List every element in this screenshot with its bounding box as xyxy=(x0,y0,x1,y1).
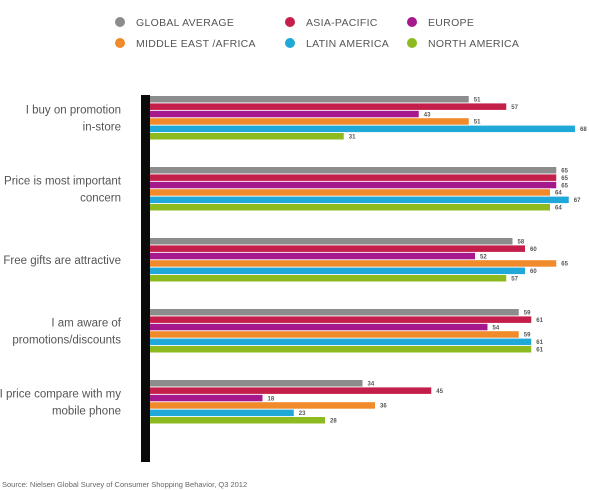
legend-label: ASIA-PACIFIC xyxy=(306,17,378,29)
data-label: 65 xyxy=(561,176,568,182)
bars xyxy=(150,96,575,424)
data-label: 23 xyxy=(299,411,306,417)
data-label: 18 xyxy=(268,396,275,402)
data-label: 52 xyxy=(480,254,487,260)
bar xyxy=(150,245,525,252)
value-labels: 5157435168316565656467645860526560575961… xyxy=(268,98,588,425)
data-label: 51 xyxy=(474,98,481,104)
data-label: 60 xyxy=(530,269,537,275)
category-label: Price is most important xyxy=(4,176,122,188)
legend-swatch xyxy=(285,17,295,27)
legend: GLOBAL AVERAGE ASIA-PACIFIC EUROPE MIDDLE E… xyxy=(115,17,519,50)
bar xyxy=(150,189,550,196)
bar xyxy=(150,331,519,338)
bar xyxy=(150,402,375,409)
bar xyxy=(150,118,469,125)
data-label: 54 xyxy=(493,325,500,331)
bar xyxy=(150,275,507,282)
bar xyxy=(150,323,488,331)
category-label: I am aware of xyxy=(51,318,121,330)
data-label: 59 xyxy=(524,311,531,317)
legend-label: MIDDLE EAST /AFRICA xyxy=(136,38,256,50)
data-label: 43 xyxy=(424,112,431,118)
data-label: 28 xyxy=(330,419,337,425)
bar xyxy=(150,96,469,103)
bar xyxy=(150,125,575,133)
bar xyxy=(150,267,525,275)
bar xyxy=(150,110,419,118)
bar xyxy=(150,417,325,424)
data-label: 65 xyxy=(561,183,568,189)
data-label: 36 xyxy=(380,404,387,410)
data-label: 57 xyxy=(511,277,518,283)
legend-swatch xyxy=(407,17,417,27)
category-label: mobile phone xyxy=(52,406,121,418)
data-label: 59 xyxy=(524,333,531,339)
bar xyxy=(150,103,507,110)
category-label: Free gifts are attractive xyxy=(3,255,121,267)
bar xyxy=(150,409,294,417)
bar xyxy=(150,316,532,323)
data-label: 34 xyxy=(368,382,375,388)
bar xyxy=(150,387,432,394)
category-label: I buy on promotion xyxy=(26,105,121,117)
legend-label: LATIN AMERICA xyxy=(306,38,389,50)
category-label: I price compare with my xyxy=(0,389,121,401)
bar xyxy=(150,174,557,181)
legend-swatch xyxy=(407,38,417,48)
data-label: 60 xyxy=(530,247,537,253)
bar xyxy=(150,167,557,174)
bar xyxy=(150,133,344,140)
bar xyxy=(150,252,475,260)
data-label: 57 xyxy=(511,105,518,111)
data-label: 45 xyxy=(436,389,443,395)
data-label: 61 xyxy=(536,340,543,346)
bar xyxy=(150,238,513,245)
data-label: 51 xyxy=(474,120,481,126)
bar xyxy=(150,380,363,387)
data-label: 61 xyxy=(536,348,543,354)
bar xyxy=(150,394,263,402)
data-label: 65 xyxy=(561,169,568,175)
data-label: 61 xyxy=(536,318,543,324)
legend-label: GLOBAL AVERAGE xyxy=(136,17,234,29)
y-axis-bar xyxy=(141,95,150,462)
legend-swatch xyxy=(115,38,125,48)
category-labels: I buy on promotion in-store Price is most … xyxy=(0,105,122,418)
bar xyxy=(150,309,519,316)
bar xyxy=(150,204,550,211)
bar xyxy=(150,196,569,204)
bar xyxy=(150,181,557,189)
source-note: Source: Nielsen Global Survey of Consume… xyxy=(2,480,247,489)
data-label: 68 xyxy=(580,127,587,133)
category-label: in-store xyxy=(83,122,121,134)
bar xyxy=(150,338,532,346)
data-label: 65 xyxy=(561,262,568,268)
data-label: 31 xyxy=(349,135,356,141)
bar xyxy=(150,346,532,353)
data-label: 58 xyxy=(518,240,525,246)
legend-label: EUROPE xyxy=(428,17,474,29)
legend-swatch xyxy=(115,17,125,27)
data-label: 64 xyxy=(555,191,562,197)
category-label: promotions/discounts xyxy=(12,335,121,347)
legend-swatch xyxy=(285,38,295,48)
bar xyxy=(150,260,557,267)
legend-label: NORTH AMERICA xyxy=(428,38,519,50)
category-label: concern xyxy=(80,193,121,205)
data-label: 67 xyxy=(574,198,581,204)
data-label: 64 xyxy=(555,206,562,212)
